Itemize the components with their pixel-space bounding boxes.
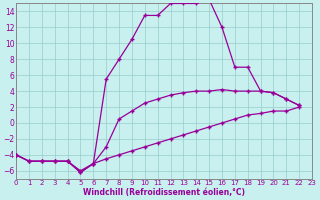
X-axis label: Windchill (Refroidissement éolien,°C): Windchill (Refroidissement éolien,°C) — [83, 188, 245, 197]
